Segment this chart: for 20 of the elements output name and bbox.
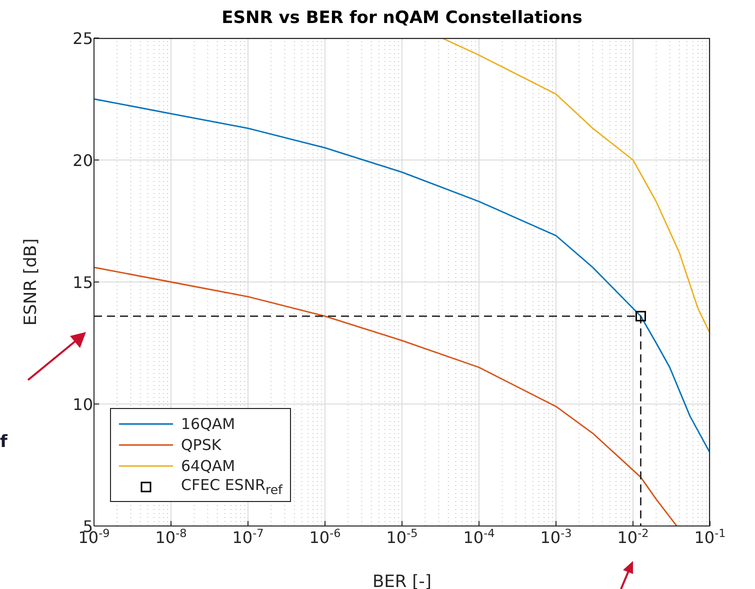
legend-label: 64QAM <box>181 456 236 474</box>
y-tick-label: 25 <box>72 29 93 48</box>
x-tick-label: 10$^{-2}$ <box>617 526 649 547</box>
y-tick-label: 20 <box>72 151 93 170</box>
x-tick-label: 10$^{-5}$ <box>386 526 418 547</box>
x-axis-title: BER [-] <box>372 572 432 589</box>
text: f <box>0 432 8 452</box>
legend-label: 16QAM <box>181 414 236 432</box>
x-tick-label: 10$^{-7}$ <box>232 526 264 547</box>
x-tick-label: 10$^{-8}$ <box>155 526 187 547</box>
legend-label: QPSK <box>181 436 222 454</box>
legend-label: CFEC ESNR$_{ref}$ <box>181 476 282 497</box>
x-tick-label: 10$^{-4}$ <box>463 526 495 547</box>
x-tick-label: 10$^{-3}$ <box>540 526 572 547</box>
chart-title: ESNR vs BER for nQAM Constellations <box>220 8 584 28</box>
y-tick-label: 10 <box>72 395 93 414</box>
x-tick-label: 10$^{-6}$ <box>309 526 341 547</box>
x-tick-label: 10$^{-1}$ <box>694 526 726 547</box>
y-axis-title: ESNR [dB] <box>21 238 42 326</box>
y-tick-label: 15 <box>72 273 93 292</box>
